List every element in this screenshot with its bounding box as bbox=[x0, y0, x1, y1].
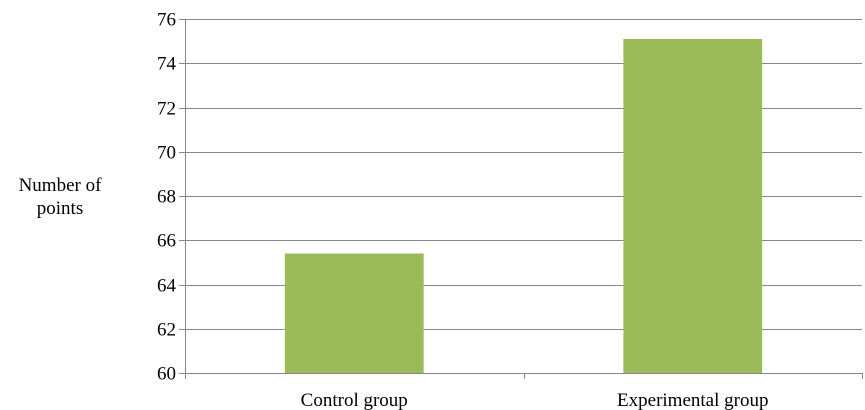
y-tick-label-60: 60 bbox=[157, 364, 176, 385]
y-axis-label: Number of points bbox=[18, 175, 102, 219]
axes bbox=[179, 19, 863, 379]
y-tick-label-66: 66 bbox=[157, 231, 176, 252]
y-tick-label-68: 68 bbox=[157, 187, 176, 208]
bar-experimental-group bbox=[623, 38, 763, 373]
y-tick-label-72: 72 bbox=[157, 99, 176, 120]
x-tick-label-experimental-group: Experimental group bbox=[617, 390, 768, 410]
tick-labels: 60 62 64 66 68 70 72 74 76 Control group Experimen… bbox=[157, 10, 768, 410]
bar-control-group bbox=[284, 253, 424, 373]
bars bbox=[284, 38, 763, 373]
y-tick-label-62: 62 bbox=[157, 320, 176, 341]
y-tick-label-74: 74 bbox=[157, 54, 177, 75]
x-tick-label-control-group: Control group bbox=[301, 390, 408, 410]
y-tick-label-70: 70 bbox=[157, 143, 176, 164]
y-tick-label-76: 76 bbox=[157, 10, 176, 31]
y-tick-label-64: 64 bbox=[157, 276, 177, 297]
